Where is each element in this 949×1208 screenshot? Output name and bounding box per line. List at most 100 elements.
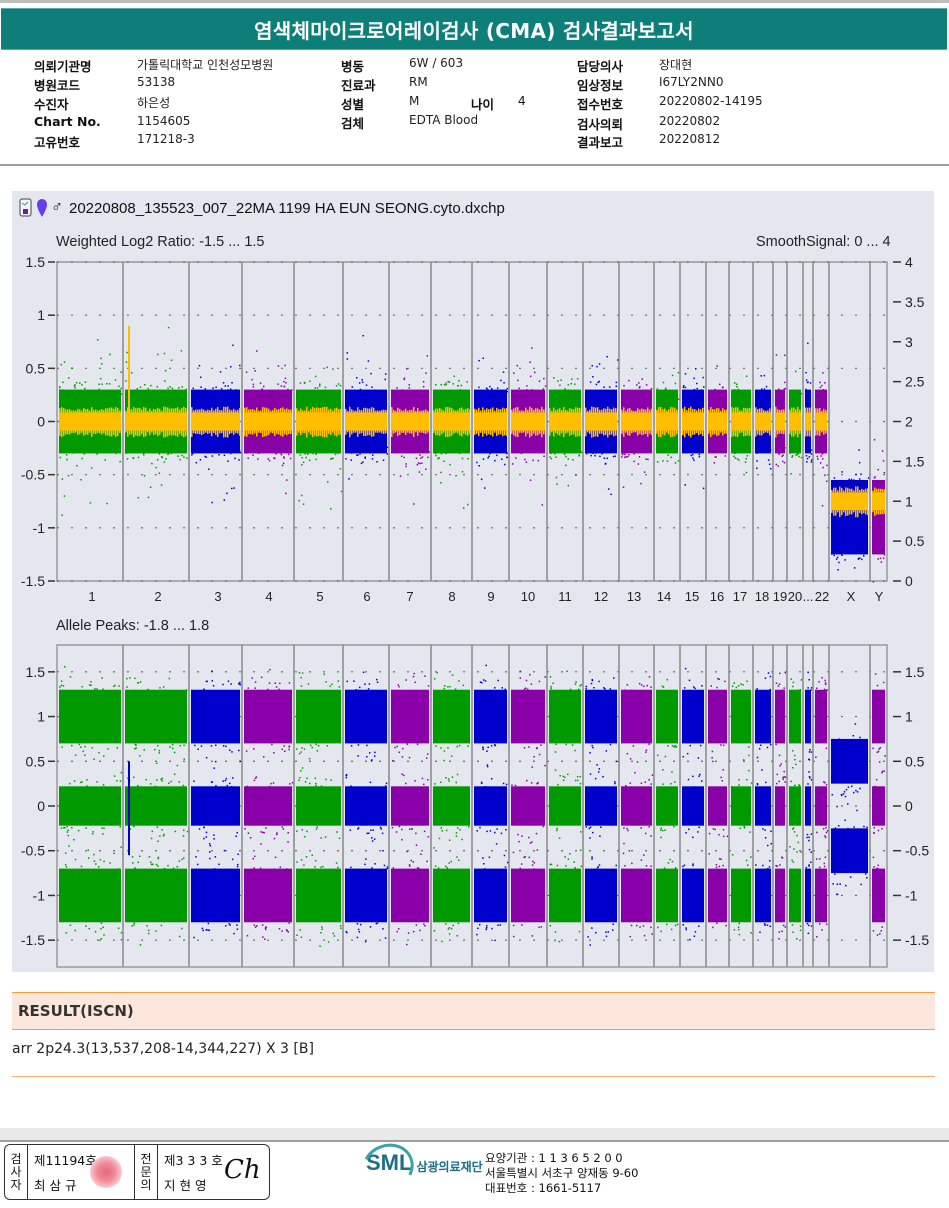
data-point bbox=[130, 372, 133, 374]
data-point bbox=[742, 759, 745, 761]
chromosome-12 bbox=[585, 355, 619, 496]
data-point bbox=[823, 781, 825, 783]
data-point bbox=[778, 453, 780, 455]
data-point bbox=[874, 785, 876, 788]
smooth-fringe bbox=[353, 430, 355, 433]
data-point bbox=[574, 683, 577, 685]
smooth-fringe bbox=[633, 410, 635, 413]
data-point bbox=[520, 452, 523, 455]
data-point bbox=[145, 778, 147, 781]
data-point bbox=[738, 922, 741, 925]
data-point bbox=[698, 826, 700, 829]
smooth-fringe bbox=[135, 430, 137, 436]
data-point bbox=[161, 456, 164, 459]
data-point bbox=[160, 778, 162, 781]
data-point bbox=[667, 744, 669, 747]
data-point bbox=[301, 457, 303, 459]
data-point bbox=[690, 454, 692, 457]
smooth-fringe bbox=[549, 408, 551, 413]
allele-band bbox=[805, 868, 811, 923]
smooth-fringe bbox=[135, 408, 137, 413]
data-point bbox=[236, 831, 238, 834]
data-point bbox=[677, 460, 680, 462]
data-point bbox=[229, 924, 231, 926]
x-tick-label: 3 bbox=[214, 589, 221, 604]
data-point bbox=[688, 828, 690, 831]
data-point bbox=[318, 385, 321, 387]
data-point bbox=[537, 782, 539, 784]
data-point bbox=[381, 832, 384, 835]
smooth-fringe bbox=[433, 430, 435, 434]
data-point bbox=[479, 681, 482, 683]
data-point bbox=[563, 448, 566, 451]
data-point bbox=[684, 484, 687, 486]
smooth-fringe bbox=[835, 487, 837, 493]
data-point bbox=[796, 453, 799, 456]
smooth-fringe bbox=[551, 430, 553, 433]
smooth-signal-band bbox=[872, 492, 885, 511]
data-point bbox=[532, 860, 534, 863]
data-point bbox=[98, 383, 100, 385]
data-point bbox=[71, 826, 73, 829]
smooth-fringe bbox=[571, 408, 573, 413]
data-point bbox=[526, 779, 528, 782]
x-tick-label: X bbox=[847, 589, 856, 604]
data-point bbox=[858, 461, 861, 464]
smooth-fringe bbox=[157, 407, 159, 413]
data-point bbox=[422, 449, 424, 452]
data-point bbox=[420, 457, 422, 459]
data-point bbox=[502, 782, 505, 785]
data-point bbox=[760, 388, 763, 390]
smooth-signal-band bbox=[345, 412, 387, 431]
data-point bbox=[738, 933, 741, 936]
smooth-fringe bbox=[716, 407, 718, 413]
data-point bbox=[415, 832, 417, 835]
data-point bbox=[327, 481, 329, 483]
data-point bbox=[538, 926, 540, 929]
data-point bbox=[792, 766, 794, 769]
data-point bbox=[818, 923, 821, 925]
smooth-fringe bbox=[239, 408, 241, 413]
data-point bbox=[150, 863, 153, 866]
data-point bbox=[550, 863, 553, 866]
data-point bbox=[372, 398, 375, 400]
data-point bbox=[132, 776, 135, 779]
y2-tick-label: -0.5 bbox=[905, 843, 929, 859]
smooth-fringe bbox=[221, 410, 223, 413]
data-point bbox=[647, 458, 649, 461]
data-point bbox=[345, 458, 347, 460]
data-point bbox=[718, 833, 720, 836]
data-point bbox=[157, 444, 160, 447]
smooth-fringe bbox=[521, 410, 523, 413]
smooth-fringe bbox=[494, 410, 496, 413]
data-point bbox=[756, 393, 759, 396]
data-point bbox=[330, 458, 332, 460]
log2-ratio-title: Weighted Log2 Ratio: -1.5 ... 1.5 bbox=[56, 234, 265, 250]
data-point bbox=[205, 456, 208, 459]
data-point bbox=[769, 743, 772, 746]
data-point bbox=[113, 447, 115, 449]
smooth-fringe bbox=[615, 430, 617, 436]
data-point bbox=[361, 381, 364, 383]
data-point bbox=[462, 684, 465, 687]
smooth-fringe bbox=[569, 430, 571, 436]
data-point bbox=[67, 834, 70, 837]
data-point bbox=[645, 749, 648, 752]
data-point bbox=[565, 464, 567, 467]
smooth-fringe bbox=[274, 430, 276, 437]
data-point bbox=[303, 382, 306, 384]
data-point bbox=[205, 756, 208, 759]
smooth-fringe bbox=[177, 407, 179, 413]
smooth-fringe bbox=[165, 406, 167, 413]
data-point bbox=[203, 394, 205, 396]
data-point bbox=[289, 457, 292, 460]
allele-band bbox=[585, 786, 617, 826]
data-point bbox=[350, 785, 352, 787]
data-point bbox=[819, 858, 821, 860]
smooth-fringe bbox=[83, 408, 85, 413]
data-point bbox=[691, 453, 694, 456]
info-value: 장대현 bbox=[659, 58, 693, 72]
data-point bbox=[346, 352, 348, 354]
smooth-fringe bbox=[543, 409, 545, 413]
data-point bbox=[73, 385, 76, 387]
